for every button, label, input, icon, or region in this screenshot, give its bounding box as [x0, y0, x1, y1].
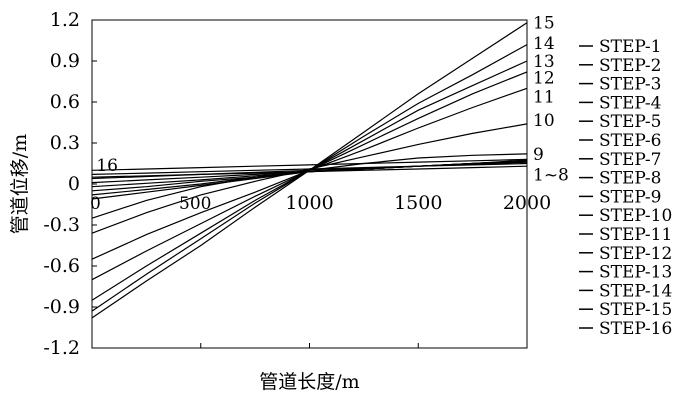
x-tick-label: 2000 [503, 192, 551, 214]
curve-label: 9 [533, 145, 544, 165]
curve-label: 16 [96, 156, 118, 176]
series-line-step-15 [91, 22, 528, 319]
legend-entry: STEP-4 [599, 93, 661, 113]
legend-entry: STEP-14 [599, 281, 672, 301]
legend: STEP-1STEP-2STEP-3STEP-4STEP-5STEP-6STEP… [579, 37, 672, 339]
curve-label: 12 [533, 68, 555, 88]
legend-entry: STEP-1 [599, 37, 661, 57]
curve-label: 500 [179, 194, 211, 214]
y-axis-title: 管道位移/m [9, 134, 31, 234]
series-line-step-10 [91, 123, 528, 234]
legend-entry: STEP-3 [599, 75, 661, 95]
y-tick-label: 0.9 [50, 50, 80, 72]
legend-entry: STEP-16 [599, 319, 672, 339]
plot-area [91, 19, 528, 349]
y-tick-label: 0 [68, 173, 80, 195]
series-line-step-13 [91, 60, 528, 301]
x-axis-title: 管道长度/m [259, 371, 359, 393]
legend-entry: STEP-2 [599, 56, 661, 76]
curve-label: 14 [533, 34, 555, 54]
curve-label: 15 [533, 14, 555, 34]
y-tick-label: 0.6 [50, 91, 80, 113]
y-tick-label: 0.3 [50, 132, 80, 154]
series-line-step-7 [91, 160, 528, 196]
curve-label: 1~8 [533, 165, 569, 185]
curve-label: 11 [533, 88, 555, 108]
legend-entry: STEP-11 [599, 225, 672, 245]
legend-entry: STEP-9 [599, 187, 661, 207]
y-tick-label: -0.3 [43, 214, 80, 236]
legend-entry: STEP-7 [599, 150, 661, 170]
curve-label: 10 [533, 111, 555, 131]
series-line-step-1 [91, 158, 528, 171]
curve-label: 0 [90, 194, 101, 214]
legend-entry: STEP-15 [599, 300, 672, 320]
series-line-step-16 [91, 165, 528, 178]
legend-entry: STEP-8 [599, 169, 661, 189]
series-lines [91, 22, 528, 319]
curve-label: 13 [533, 52, 555, 72]
legend-entry: STEP-12 [599, 244, 672, 264]
series-line-step-14 [91, 44, 528, 312]
y-axis: 1.2 0.9 0.6 0.3 0 -0.3 -0.6 -0.9 -1.2 [43, 9, 97, 359]
x-axis: 1000 1500 2000 [91, 192, 551, 348]
y-tick-label: 1.2 [50, 9, 80, 31]
x-tick-label: 1000 [285, 192, 333, 214]
legend-entry: STEP-13 [599, 263, 672, 283]
y-tick-label: -0.6 [43, 255, 80, 277]
y-tick-label: -1.2 [43, 337, 80, 359]
plot-frame [91, 19, 528, 349]
legend-entry: STEP-5 [599, 112, 661, 132]
legend-entry: STEP-10 [599, 206, 672, 226]
y-tick-label: -0.9 [43, 296, 80, 318]
x-tick-label: 1500 [394, 192, 442, 214]
legend-entry: STEP-6 [599, 131, 661, 151]
series-line-step-11 [91, 87, 528, 260]
series-line-step-5 [91, 161, 528, 188]
